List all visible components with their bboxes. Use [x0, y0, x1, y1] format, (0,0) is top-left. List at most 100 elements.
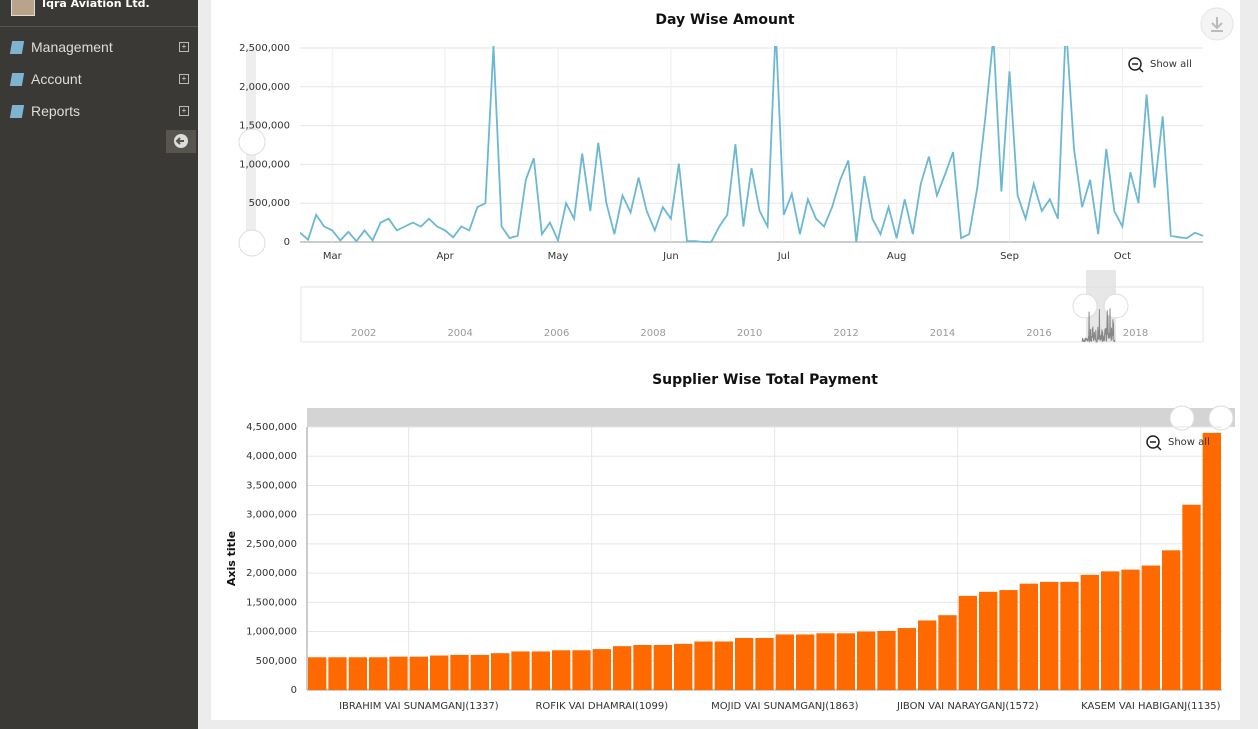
range-handle[interactable] — [238, 229, 266, 257]
bar — [938, 615, 957, 690]
navigator-handle[interactable] — [1072, 293, 1098, 319]
y-tick-label: 0 — [284, 237, 290, 248]
menu-label: Account — [31, 71, 82, 87]
zoom-icon — [1156, 445, 1162, 451]
chart-title: Day Wise Amount — [655, 12, 795, 28]
brand-name: Iqra Aviation Ltd. — [42, 0, 150, 10]
y-tick-label: 2,500,000 — [239, 43, 290, 54]
y-tick-label: 2,000,000 — [239, 82, 290, 93]
x-tick-label: May — [548, 251, 569, 262]
zoom-icon — [1146, 435, 1160, 449]
y-tick-label: 4,500,000 — [246, 422, 297, 433]
menu-item[interactable]: Reports + — [0, 95, 198, 127]
bar — [653, 644, 672, 690]
y-tick-label: 1,000,000 — [239, 159, 290, 170]
range-handle[interactable] — [238, 128, 266, 156]
show-all-button[interactable]: Show all — [1168, 437, 1210, 448]
bar — [1202, 432, 1221, 690]
scrollbar[interactable] — [307, 408, 1235, 427]
y-tick-label: 0 — [291, 685, 297, 696]
bar — [511, 651, 530, 690]
x-tick-label: Mar — [323, 251, 343, 262]
y-axis-title: Axis title — [225, 531, 238, 586]
x-tick-label: ROFIK VAI DHAMRAI(1099) — [535, 701, 668, 712]
bar — [1162, 550, 1181, 690]
avatar — [11, 0, 35, 16]
y-tick-label: 1,500,000 — [246, 597, 297, 608]
y-tick-label: 500,000 — [256, 656, 297, 667]
scroll-handle[interactable] — [1208, 405, 1234, 431]
y-tick-label: 4,000,000 — [246, 451, 297, 462]
bar — [613, 646, 632, 690]
bar — [552, 650, 571, 690]
bar — [348, 657, 367, 690]
bar — [409, 656, 428, 690]
zoom-icon — [1128, 57, 1142, 71]
menu-label: Management — [31, 39, 113, 55]
bar — [470, 654, 489, 690]
y-tick-label: 3,000,000 — [246, 510, 297, 521]
bar — [796, 634, 815, 690]
y-tick-label: 500,000 — [249, 198, 290, 209]
bar — [592, 649, 611, 690]
bar — [1040, 581, 1059, 690]
scroll-handle[interactable] — [1169, 405, 1195, 431]
bar — [816, 633, 835, 690]
bar — [674, 643, 693, 690]
y-tick-label: 2,000,000 — [246, 568, 297, 579]
x-tick-label: Oct — [1114, 251, 1131, 262]
bar — [714, 641, 733, 690]
sidebar: Iqra Aviation Ltd. Management + Account + … — [0, 0, 198, 729]
bar — [857, 631, 876, 690]
line — [300, 46, 1204, 243]
menu-label: Reports — [31, 103, 81, 119]
bar — [531, 651, 550, 690]
navigator-tick-label: 2018 — [1123, 328, 1148, 339]
navigator-series — [1081, 308, 1116, 343]
x-tick-label: Apr — [436, 251, 454, 262]
navigator-tick-label: 2014 — [930, 328, 955, 339]
bar — [328, 657, 347, 690]
x-tick-label: KASEM VAI HABIGANJ(1135) — [1081, 701, 1220, 712]
bar — [491, 653, 510, 690]
y-tick-label: 3,500,000 — [246, 480, 297, 491]
bar — [918, 620, 937, 690]
bar — [979, 591, 998, 690]
menu-item[interactable]: Account + — [0, 63, 198, 95]
navigator-tick-label: 2012 — [833, 328, 858, 339]
bar — [1019, 583, 1038, 690]
chart-title: Supplier Wise Total Payment — [652, 372, 878, 388]
y-tick-label: 2,500,000 — [246, 539, 297, 550]
x-tick-label: IBRAHIM VAI SUNAMGANJ(1337) — [339, 701, 499, 712]
x-tick-label: Aug — [887, 251, 907, 262]
bar — [1121, 569, 1140, 690]
bar — [369, 657, 388, 690]
x-tick-label: Sep — [1000, 251, 1019, 262]
bar — [1080, 574, 1099, 690]
navigator-tick-label: 2006 — [544, 328, 569, 339]
bar — [897, 628, 916, 690]
bar — [1182, 504, 1201, 690]
export-button[interactable] — [1200, 7, 1234, 41]
collapse-button[interactable] — [166, 130, 196, 153]
menu-item[interactable]: Management + — [0, 31, 198, 63]
bar — [877, 630, 896, 690]
brand: Iqra Aviation Ltd. — [0, 0, 198, 27]
bar — [775, 634, 794, 690]
show-all-button[interactable]: Show all — [1150, 59, 1192, 70]
bar — [836, 633, 855, 690]
bar — [755, 637, 774, 690]
navigator-tick-label: 2002 — [351, 328, 376, 339]
bar — [1141, 565, 1160, 690]
bar — [308, 657, 327, 690]
bar — [633, 644, 652, 690]
navigator-tick-label: 2008 — [640, 328, 665, 339]
navigator — [300, 286, 1204, 343]
x-tick-label: MOJID VAI SUNAMGANJ(1863) — [711, 701, 858, 712]
bar — [694, 641, 713, 690]
bar — [572, 650, 591, 690]
bar — [958, 595, 977, 690]
bar — [999, 590, 1018, 690]
bar — [735, 637, 754, 690]
